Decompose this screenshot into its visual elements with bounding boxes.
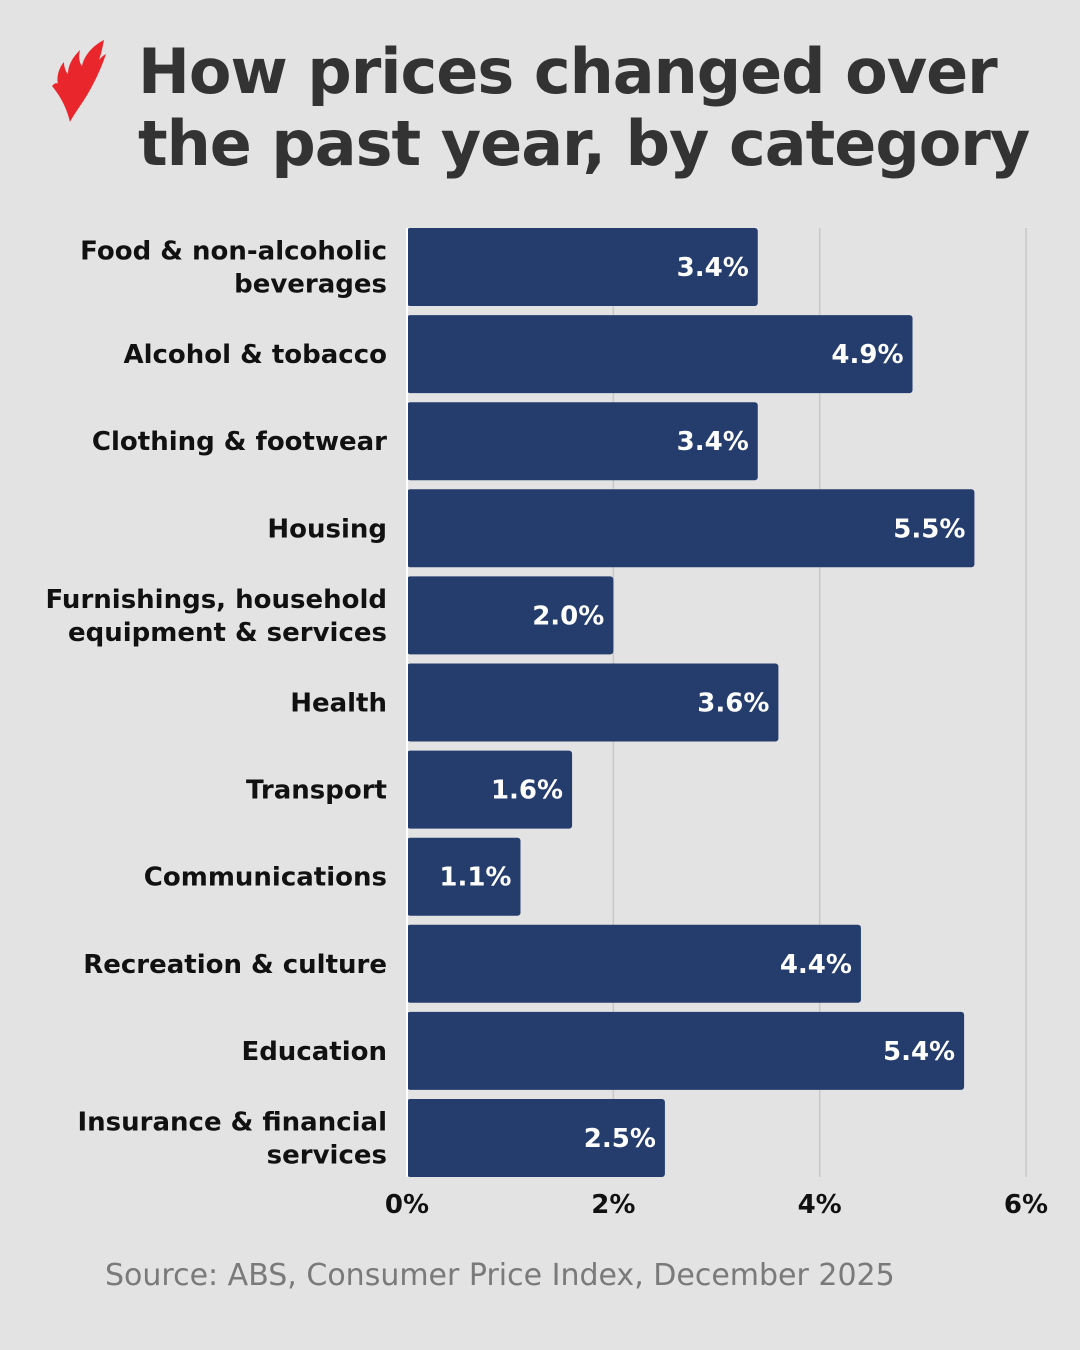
sbs-logo-icon (52, 40, 106, 122)
bar (407, 924, 861, 1003)
data-label: 5.4% (883, 1037, 955, 1067)
category-label: Education (241, 1037, 387, 1067)
bar (407, 576, 614, 655)
category-label: Clothing & footwear (92, 427, 387, 457)
data-label: 1.6% (491, 776, 563, 806)
x-tick-label: 6% (1004, 1190, 1048, 1220)
data-label: 4.9% (831, 340, 903, 370)
data-label: 3.6% (697, 689, 769, 719)
data-label: 2.5% (584, 1124, 656, 1154)
data-label: 4.4% (780, 950, 852, 980)
bar (407, 1099, 665, 1177)
category-label: Insurance & financial (78, 1108, 388, 1138)
category-label: Food & non-alcoholic (80, 237, 387, 267)
source-note: Source: ABS, Consumer Price Index, Decem… (105, 1258, 895, 1293)
category-label: Recreation & culture (83, 950, 387, 980)
bar-chart: 0% 2% 4% 6% 3.4% Food & non-alcoholicbeverage… (45, 228, 1048, 1220)
x-tick-label: 0% (385, 1190, 429, 1220)
category-label: beverages (234, 270, 387, 300)
bar (407, 315, 913, 394)
bar (407, 402, 758, 481)
data-label: 3.4% (677, 253, 749, 283)
category-label: Transport (246, 776, 387, 806)
category-label: services (267, 1141, 387, 1171)
bar (407, 750, 573, 829)
category-label: Furnishings, household (45, 585, 387, 615)
data-label: 2.0% (532, 601, 604, 631)
chart-title: How prices changed over the past year, b… (138, 35, 1030, 180)
x-tick-label: 4% (798, 1190, 842, 1220)
bar (407, 489, 975, 568)
category-label: equipment & services (68, 618, 387, 648)
data-label: 1.1% (439, 863, 511, 893)
bar (407, 837, 521, 916)
bar (407, 663, 779, 742)
category-label: Housing (267, 514, 387, 544)
category-label: Alcohol & tobacco (123, 340, 387, 370)
bar (407, 1011, 965, 1090)
x-tick-label: 2% (591, 1190, 635, 1220)
bar (407, 228, 758, 306)
category-label: Communications (144, 863, 387, 893)
category-label: Health (290, 689, 387, 719)
data-label: 5.5% (893, 514, 965, 544)
data-label: 3.4% (677, 427, 749, 457)
